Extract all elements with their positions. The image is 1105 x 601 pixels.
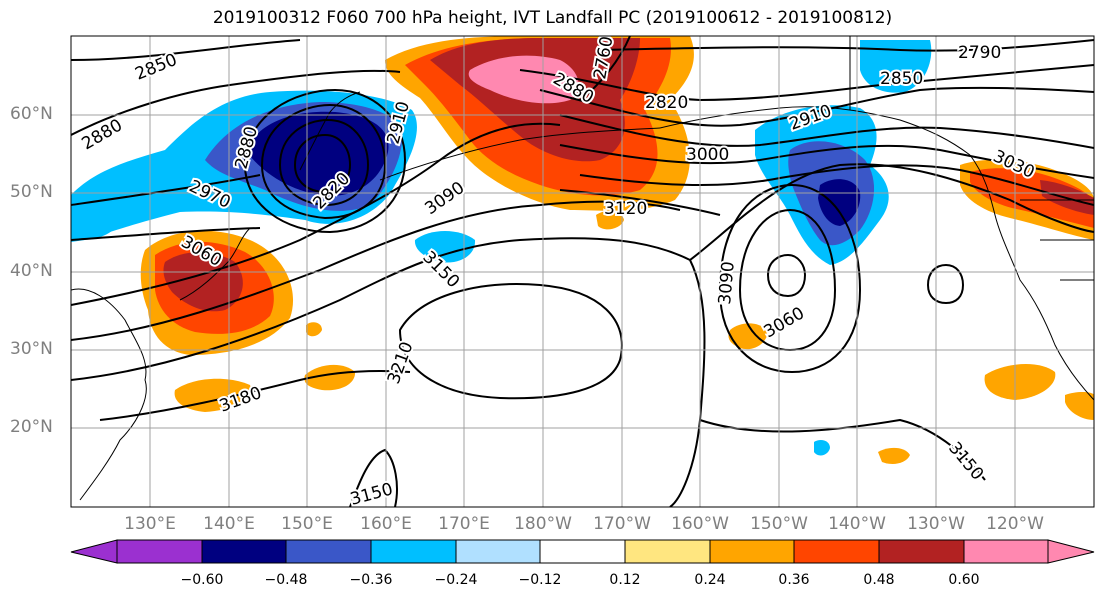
colorbar-segment — [285, 539, 372, 564]
positive-anomaly-patch-4 — [984, 364, 1056, 400]
colorbar-segment — [963, 539, 1049, 564]
colorbar-segment — [878, 539, 965, 564]
colorbar-max-extend — [1047, 539, 1095, 564]
longitude-label: 130°E — [124, 514, 176, 534]
negative-anomaly-alaska-north — [860, 40, 932, 93]
longitude-label: 140°W — [828, 514, 886, 534]
negative-anomaly-patch-2 — [814, 440, 830, 456]
colorbar-tick-label: 0.36 — [778, 572, 810, 588]
colorbar-min-extend — [70, 539, 118, 564]
contour-3060-east — [559, 189, 721, 216]
contour-3060 — [71, 227, 261, 241]
contour-3150-east — [699, 418, 986, 481]
colorbar-segment — [201, 539, 287, 564]
longitude-label: 120°W — [986, 514, 1044, 534]
colorbar-tick-label: 0.48 — [863, 572, 895, 588]
colorbar-tick-label: 0.60 — [948, 572, 980, 588]
negative-anomaly-gulf-alaska-core — [818, 179, 861, 226]
contour-2790 — [599, 39, 1094, 52]
low-ring-2 — [278, 118, 370, 207]
positive-anomaly-patch-5 — [1065, 391, 1094, 420]
longitude-label: 140°E — [203, 514, 255, 534]
colorbar-segment — [116, 539, 203, 564]
plot-frame — [70, 35, 1095, 508]
contour-2850 — [71, 39, 301, 61]
negative-anomaly-patch-1 — [414, 231, 476, 263]
longitude-label: 160°E — [360, 514, 412, 534]
positive-anomaly-patch-1 — [174, 378, 251, 412]
contour-label: 2790 — [958, 43, 1001, 63]
contour-3030 — [579, 164, 1094, 206]
contour-3180 — [99, 369, 411, 421]
longitude-label: 180°W — [514, 514, 572, 534]
contour-label: 3120 — [604, 199, 647, 219]
low-ring-4 — [243, 88, 407, 234]
contour-2760-west — [579, 36, 631, 101]
positive-anomaly-patch-2 — [304, 364, 356, 391]
coastline-japan — [179, 227, 251, 301]
contour-3000 — [559, 144, 1094, 179]
colorbar-segment — [370, 539, 457, 564]
colorbar-segment — [455, 539, 541, 564]
colorbar-tick-label: −0.36 — [349, 572, 393, 588]
latitude-label: 50°N — [10, 182, 53, 202]
coastline-kamchatka — [299, 91, 361, 171]
colorbar-segment — [793, 539, 880, 564]
negative-anomaly-patch-3 — [71, 210, 120, 240]
map-title: 2019100312 F060 700 hPa height, IVT Land… — [212, 8, 893, 28]
contour-3210-loop — [398, 283, 623, 400]
contour-high-ring — [926, 263, 965, 305]
colorbar-segment — [624, 539, 711, 564]
contour-3150-south — [349, 448, 398, 507]
colorbar-segment — [539, 539, 626, 564]
positive-anomaly-patch-6 — [878, 447, 910, 464]
contour-2880-west — [71, 69, 401, 136]
longitude-label: 170°E — [438, 514, 490, 534]
contour-2850-east — [539, 86, 1094, 127]
longitude-label: 130°W — [907, 514, 965, 534]
coastline-us-interior — [1020, 199, 1094, 281]
coastline-west-america — [969, 154, 1094, 401]
positive-anomaly-patch-8 — [596, 210, 624, 230]
longitude-label: 150°W — [750, 514, 808, 534]
contour-2910 — [559, 114, 1094, 149]
colorbar-tick-label: −0.48 — [264, 572, 308, 588]
low-ring-3 — [260, 103, 387, 220]
contour-3090-low — [718, 183, 862, 374]
latitude-label: 20°N — [10, 417, 53, 437]
colorbar — [70, 539, 1095, 564]
contour-2820 — [519, 64, 1094, 102]
latitude-label: 30°N — [10, 339, 53, 359]
contour-label: 3090 — [715, 261, 739, 306]
longitude-label: 160°W — [671, 514, 729, 534]
coastline-asia — [71, 288, 147, 501]
contour-label: 2820 — [645, 93, 688, 113]
gridlines — [71, 36, 1094, 507]
contour-2970 — [71, 174, 261, 206]
positive-anomaly-west-coast-red — [970, 168, 1094, 228]
contour-3090-main — [71, 122, 561, 306]
positive-anomaly-aleutian-pink — [468, 55, 579, 104]
contour-3120-main — [71, 200, 681, 341]
colorbar-segment — [709, 539, 795, 564]
height-contours — [71, 36, 1094, 507]
longitude-label: 170°W — [593, 514, 651, 534]
contour-label: 2850 — [880, 69, 923, 89]
contour-label: 3000 — [686, 145, 729, 165]
longitude-label: 150°E — [281, 514, 333, 534]
low-ring-1 — [293, 133, 352, 194]
colorbar-tick-label: 0.24 — [694, 572, 726, 588]
contour-3060-low — [738, 208, 837, 352]
latitude-label: 60°N — [10, 104, 53, 124]
colorbar-tick-label: −0.24 — [434, 572, 478, 588]
contour-3120-east — [689, 163, 1094, 261]
positive-anomaly-patch-7 — [306, 322, 322, 337]
latitude-label: 40°N — [10, 261, 53, 281]
coastline-alaska — [659, 106, 971, 156]
positive-anomaly-patch-3 — [728, 323, 768, 350]
colorbar-tick-label: −0.60 — [180, 572, 224, 588]
colorbar-tick-label: −0.12 — [518, 572, 562, 588]
colorbar-tick-label: 0.12 — [609, 572, 641, 588]
